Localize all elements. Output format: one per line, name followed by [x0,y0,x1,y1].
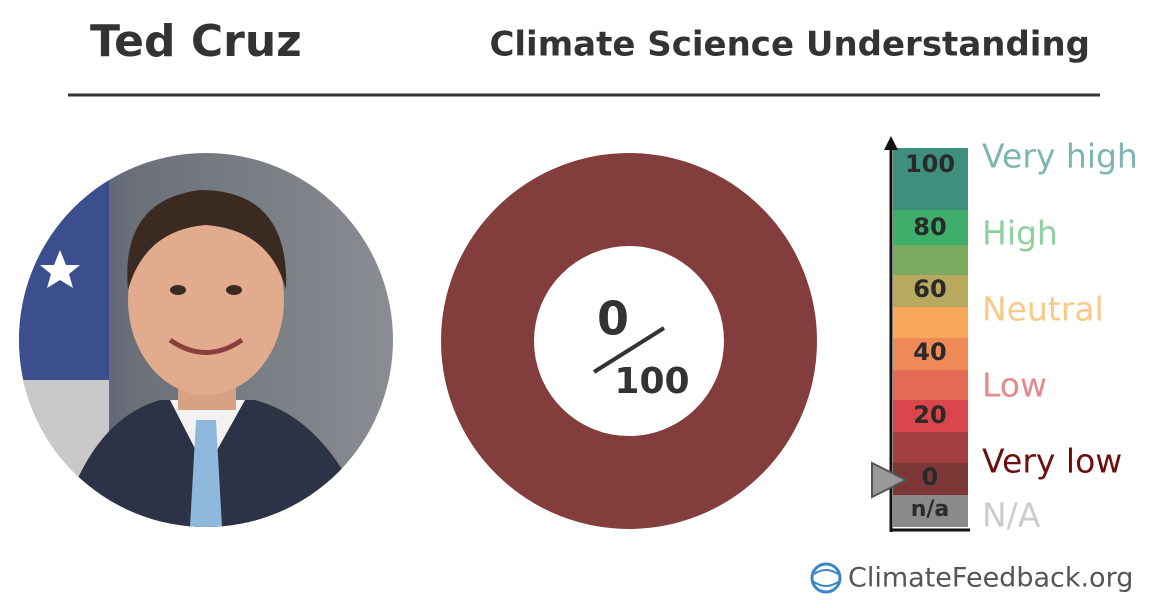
score-pointer [871,461,909,499]
scale-tick-label: 60 [913,275,946,303]
scale-tick-label: 100 [905,150,955,178]
score-value: 0 [597,292,629,346]
score-max: 100 [614,361,689,402]
scale-tick-label: 20 [913,401,946,429]
scale-level-label: Very low [982,442,1122,481]
scale-level-label: Very high [982,137,1138,176]
scale-tick-label: 40 [913,338,946,366]
person-name: Ted Cruz [90,16,302,67]
site-logo [810,562,842,594]
scale-level-label: High [982,214,1058,253]
scale-tick-label: 0 [922,463,939,491]
scale-tick-label: 80 [913,213,946,241]
scale-bar [884,136,970,532]
card-title: Climate Science Understanding [489,25,1090,65]
portrait [19,153,393,527]
scale-tick-label: n/a [911,497,950,522]
site-name: ClimateFeedback.org [848,563,1133,594]
scale-level-label: Low [982,366,1047,405]
score-ring [441,153,817,529]
scale-level-label: N/A [982,496,1041,535]
score-slash [592,326,666,374]
scale-level-label: Neutral [982,290,1104,329]
